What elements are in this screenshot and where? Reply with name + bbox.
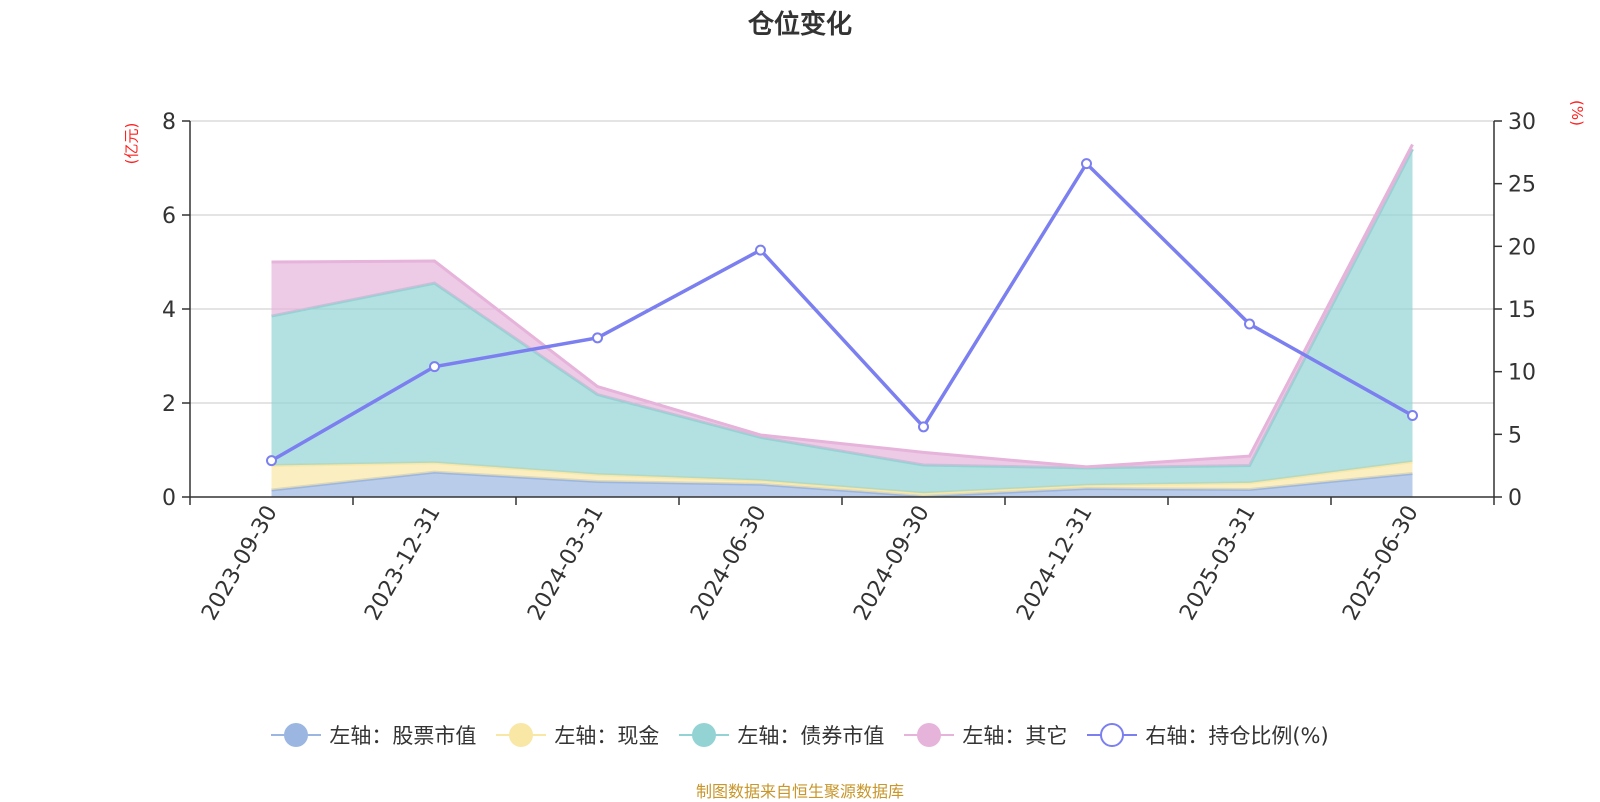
- x-tick-label: 2023-09-30: [197, 502, 283, 625]
- line-point: [1407, 410, 1418, 422]
- x-tick-label: 2023-12-31: [360, 502, 446, 625]
- right-tick-label: 0: [1508, 486, 1522, 511]
- area-series-3-edge: [271, 143, 1414, 469]
- source-note: 制图数据来自恒生聚源数据库: [695, 782, 904, 801]
- right-axis-unit-label: (%): [1567, 100, 1586, 126]
- x-tick-label: 2024-06-30: [686, 502, 772, 625]
- legend-label: 左轴：债券市值: [737, 724, 885, 748]
- legend-label: 左轴：现金: [554, 724, 660, 748]
- right-tick-label: 5: [1508, 423, 1522, 448]
- left-tick-label: 8: [162, 110, 176, 135]
- legend-marker-icon: [1087, 723, 1138, 747]
- line-series-layer: [266, 158, 1418, 467]
- legend-label: 右轴：持仓比例(%): [1145, 724, 1329, 748]
- legend-marker-icon: [271, 723, 322, 747]
- legend-item[interactable]: 左轴：股票市值: [271, 720, 476, 750]
- line-point: [1244, 318, 1255, 330]
- chart-title: 仓位变化: [747, 10, 852, 40]
- area-series-1: [271, 461, 1413, 497]
- area-series-layer: [271, 143, 1414, 498]
- area-series-2: [271, 149, 1413, 494]
- legend-label: 左轴：股票市值: [329, 724, 477, 748]
- area-series-0: [271, 472, 1413, 497]
- x-tick-label: 2024-03-31: [523, 502, 609, 625]
- line-point: [918, 421, 929, 433]
- legend-item[interactable]: 左轴：债券市值: [679, 720, 884, 750]
- line-point: [429, 361, 440, 373]
- chart-legend: 左轴：股票市值 左轴：现金 左轴：债券市值 左轴：其它 右轴：持仓比例(%): [0, 720, 1600, 750]
- line-point: [266, 455, 277, 467]
- right-tick-label: 10: [1508, 361, 1536, 386]
- line-point: [1081, 158, 1092, 170]
- left-tick-label: 2: [162, 392, 176, 417]
- legend-item[interactable]: 左轴：其它: [904, 720, 1067, 750]
- x-tick-label: 2024-09-30: [849, 502, 935, 625]
- legend-marker-icon: [496, 723, 547, 747]
- legend-marker-icon: [904, 723, 955, 747]
- left-axis-unit-label: (亿元): [122, 122, 141, 165]
- line-point: [592, 332, 603, 344]
- left-tick-label: 4: [162, 298, 176, 323]
- right-tick-label: 30: [1508, 110, 1536, 135]
- x-tick-label: 2025-03-31: [1175, 502, 1261, 625]
- line-series-0: [270, 160, 1414, 463]
- x-tick-label: 2025-06-30: [1338, 502, 1424, 625]
- legend-marker-icon: [679, 723, 730, 747]
- line-point: [755, 244, 766, 256]
- legend-item[interactable]: 右轴：持仓比例(%): [1087, 720, 1329, 750]
- right-tick-label: 15: [1508, 298, 1536, 323]
- x-tick-label: 2024-12-31: [1012, 502, 1098, 625]
- right-tick-label: 25: [1508, 173, 1536, 198]
- legend-item[interactable]: 左轴：现金: [496, 720, 659, 750]
- left-tick-label: 6: [162, 204, 176, 229]
- left-tick-label: 0: [162, 486, 176, 511]
- right-tick-label: 20: [1508, 235, 1536, 260]
- legend-label: 左轴：其它: [962, 724, 1068, 748]
